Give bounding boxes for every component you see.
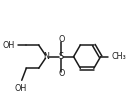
Text: N: N: [44, 52, 50, 61]
Text: O: O: [58, 35, 64, 44]
Text: O: O: [58, 69, 64, 78]
Text: OH: OH: [15, 84, 27, 93]
Text: CH₃: CH₃: [111, 52, 126, 61]
Text: S: S: [59, 52, 64, 61]
Text: OH: OH: [2, 41, 15, 50]
